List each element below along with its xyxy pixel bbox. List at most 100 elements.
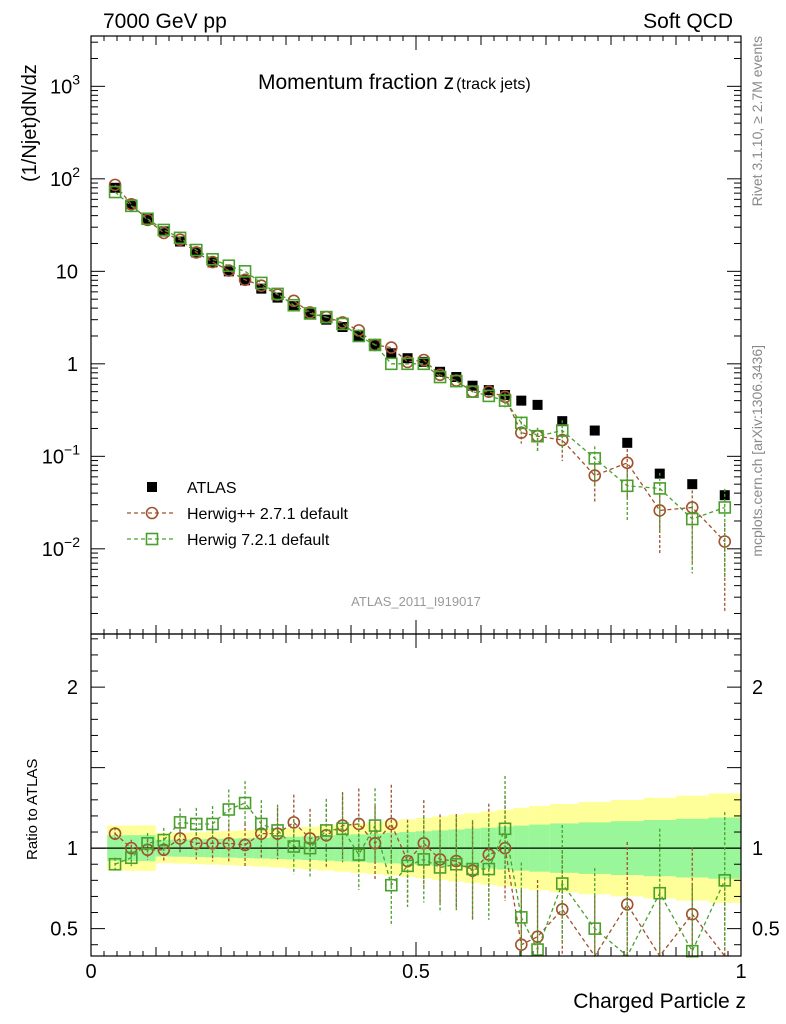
data-point [108,185,122,199]
data-point [451,372,462,383]
ratio-point [319,824,333,837]
data-point [207,257,218,268]
ratio-point [238,838,252,852]
ratio-point [271,824,284,837]
ratio-point [718,874,732,887]
ratio-point [417,853,431,866]
ratio-point [336,822,349,836]
ratio-point [238,796,252,810]
ratio-point [287,816,301,829]
ratio-point [498,822,512,836]
data-point [417,357,431,371]
ratio-point [555,877,569,890]
data-point [718,501,732,514]
data-point [418,356,429,367]
data-point [141,212,154,226]
ratio-y-tick-label: 2 [67,677,78,699]
ratio-point [401,859,414,873]
ratio-point [384,878,398,892]
x-tick-label: 0.5 [402,961,430,983]
data-point [190,243,203,257]
data-point [384,341,398,354]
chart-title: Momentum fraction z (track jets) [258,71,531,94]
y-tick-label: 103 [50,71,80,98]
data-point [336,317,349,331]
ratio-point [255,817,268,831]
header-right: Soft QCD [643,10,733,33]
data-point [498,394,512,407]
data-point [532,399,543,410]
ratio-point [384,817,398,831]
data-point [175,236,186,247]
data-point [238,273,252,287]
data-point [685,512,699,526]
data-point [653,482,667,495]
data-point [466,385,479,398]
ratio-point [685,907,699,921]
ratio-y-tick-label-right: 1 [752,838,763,860]
ratio-point [303,841,317,855]
data-point [516,395,527,406]
data-point [206,252,219,266]
data-point [482,389,496,403]
legend-marker [147,482,157,492]
ratio-point [531,943,544,956]
legend-label: ATLAS [187,480,237,497]
ratio-point [368,819,382,832]
ratio-point [173,832,187,845]
ratio-point [222,803,236,816]
ratio-point [685,944,699,958]
y-tick-label: 1 [67,354,78,376]
data-point [622,437,633,448]
ratio-y-tick-label: 1 [67,838,78,860]
data-point [588,452,602,465]
ratio-panel: 0 0.5 1 0.5 0.5 1 1 2 2 Ratio to ATLAS Charged P… [24,620,780,1013]
ratio-point [588,922,602,935]
y-axis-label-bottom: Ratio to ATLAS [24,759,41,860]
data-point [531,429,544,443]
data-point [173,231,187,245]
data-point [555,424,569,437]
data-point [589,425,600,436]
data-point [433,370,447,384]
data-point [319,310,333,324]
data-point [588,469,602,482]
y-tick-label: 102 [50,164,80,191]
data-point [368,338,382,352]
ratio-point [190,836,203,850]
ratio-point [449,857,463,871]
ratio-point [206,817,219,831]
data-point [287,298,301,312]
data-point [271,287,284,301]
data-point [337,322,348,333]
ratio-y-tick-label-right: 2 [752,677,763,699]
mcplots-label: mcplots.cern.ch [arXiv:1306.3436] [749,345,765,557]
ratio-point [108,827,122,840]
data-point [126,199,137,210]
rivet-label: Rivet 3.1.10, ≥ 2.7M events [749,36,765,206]
legend-marker [145,506,159,520]
data-point [110,182,121,193]
ratio-point [125,841,138,855]
data-point [514,416,528,430]
data-point [620,479,634,493]
data-point [108,178,122,192]
legend: ATLAS Herwig++ 2.7.1 default Herwig 7.2.1 … [127,480,349,549]
data-point [687,479,698,490]
y-tick-label: 10−1 [42,441,80,468]
x-tick-label: 1 [735,961,746,983]
data-point [321,314,332,325]
x-axis-label: Charged Particle z [573,990,746,1013]
data-point [272,292,283,303]
ratio-point [482,862,496,876]
ratio-point [125,851,138,865]
data-point [401,357,414,371]
ratio-point [190,817,203,831]
ratio-point [352,848,366,861]
data-point [303,307,317,320]
analysis-label: ATLAS_2011_I919017 [351,594,481,609]
ratio-y-tick-label: 0.5 [50,919,78,941]
ratio-point [653,886,667,900]
ratio-point [157,833,171,847]
ratio-point [555,903,569,916]
